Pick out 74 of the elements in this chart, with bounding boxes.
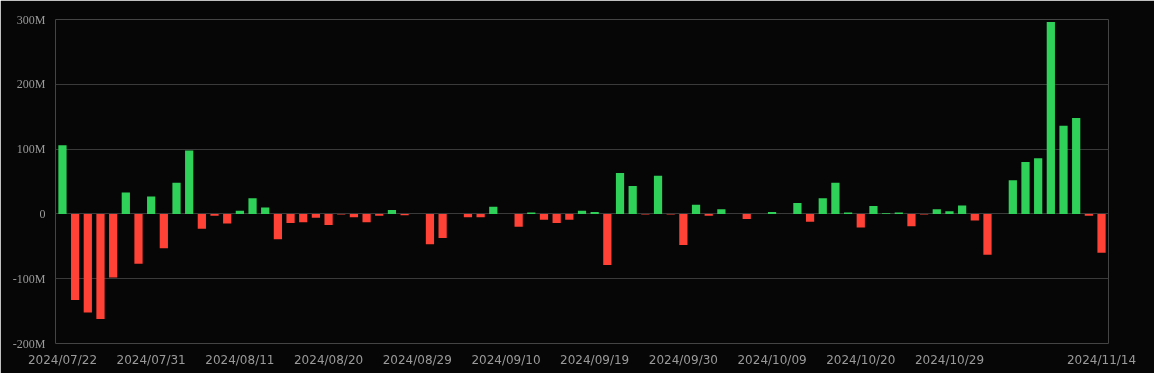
- bar: [83, 213, 92, 313]
- bar: [147, 196, 156, 214]
- bar: [159, 213, 168, 249]
- bar: [539, 213, 549, 220]
- x-tick-label: 2024/08/11: [205, 352, 275, 367]
- x-tick-label: 2024/09/30: [648, 352, 718, 367]
- x-tick-label: 2024/08/20: [293, 352, 364, 367]
- bar: [223, 213, 232, 224]
- y-tick-label: 0: [39, 206, 46, 221]
- x-tick-label: 2024/08/29: [382, 352, 452, 367]
- bar: [970, 213, 979, 221]
- bar: [653, 175, 663, 214]
- bar: [717, 209, 726, 214]
- bar: [679, 213, 688, 245]
- bar: [134, 213, 143, 264]
- bar: [1021, 162, 1030, 214]
- bar: [286, 213, 295, 223]
- bar: [818, 198, 827, 214]
- bar: [958, 205, 967, 214]
- bar: [261, 207, 270, 214]
- y-tick-label: -200M: [12, 336, 46, 351]
- bar: [58, 145, 67, 214]
- bar: [742, 213, 751, 220]
- bar: [907, 213, 916, 227]
- bar: [628, 186, 637, 214]
- bar: [362, 213, 371, 223]
- bar: [109, 213, 118, 278]
- x-tick-label: 2024/07/31: [116, 352, 186, 367]
- x-tick-label: 2024/10/29: [914, 352, 985, 367]
- bar: [1059, 125, 1068, 214]
- bar: [793, 202, 802, 214]
- bar: [96, 213, 105, 319]
- y-tick-label: 100M: [16, 142, 46, 157]
- bar: [172, 182, 181, 214]
- bar: [185, 150, 194, 214]
- bar: [197, 213, 206, 229]
- bar: [691, 204, 701, 214]
- bar: [324, 213, 333, 225]
- bar: [856, 213, 865, 228]
- bar: [932, 209, 941, 214]
- bar: [603, 213, 612, 266]
- bar: [71, 213, 80, 301]
- bar: [565, 213, 574, 220]
- bar: [1097, 213, 1106, 253]
- bar: [425, 213, 435, 245]
- bar: [983, 213, 992, 255]
- bar: [489, 206, 498, 214]
- bar: [1046, 22, 1055, 214]
- y-tick-label: 300M: [16, 12, 46, 27]
- x-tick-label: 2024/07/22: [27, 352, 98, 367]
- bar: [121, 192, 130, 214]
- bar: [615, 173, 625, 214]
- bar: [1072, 118, 1081, 214]
- y-tick-label: 200M: [16, 77, 46, 92]
- bar: [805, 213, 815, 222]
- bar: [552, 213, 561, 223]
- x-tick-label: 2024/10/20: [826, 352, 896, 367]
- x-tick-label: 2024/09/19: [560, 352, 630, 367]
- bar: [299, 213, 308, 223]
- bar: [869, 206, 878, 214]
- bar: [514, 213, 523, 227]
- bar: [1034, 158, 1043, 214]
- bar: [438, 213, 447, 238]
- bar: [1008, 180, 1017, 214]
- x-tick-label: 2024/10/09: [737, 352, 807, 367]
- y-tick-label: -100M: [12, 271, 46, 286]
- bar: [387, 210, 397, 214]
- x-tick-label: 2024/09/10: [471, 352, 541, 367]
- bar: [945, 211, 954, 214]
- bar: [831, 182, 840, 214]
- bar: [311, 213, 321, 218]
- bar: [248, 198, 257, 214]
- x-tick-label: 2024/11/14: [1066, 352, 1137, 367]
- bar: [273, 213, 282, 240]
